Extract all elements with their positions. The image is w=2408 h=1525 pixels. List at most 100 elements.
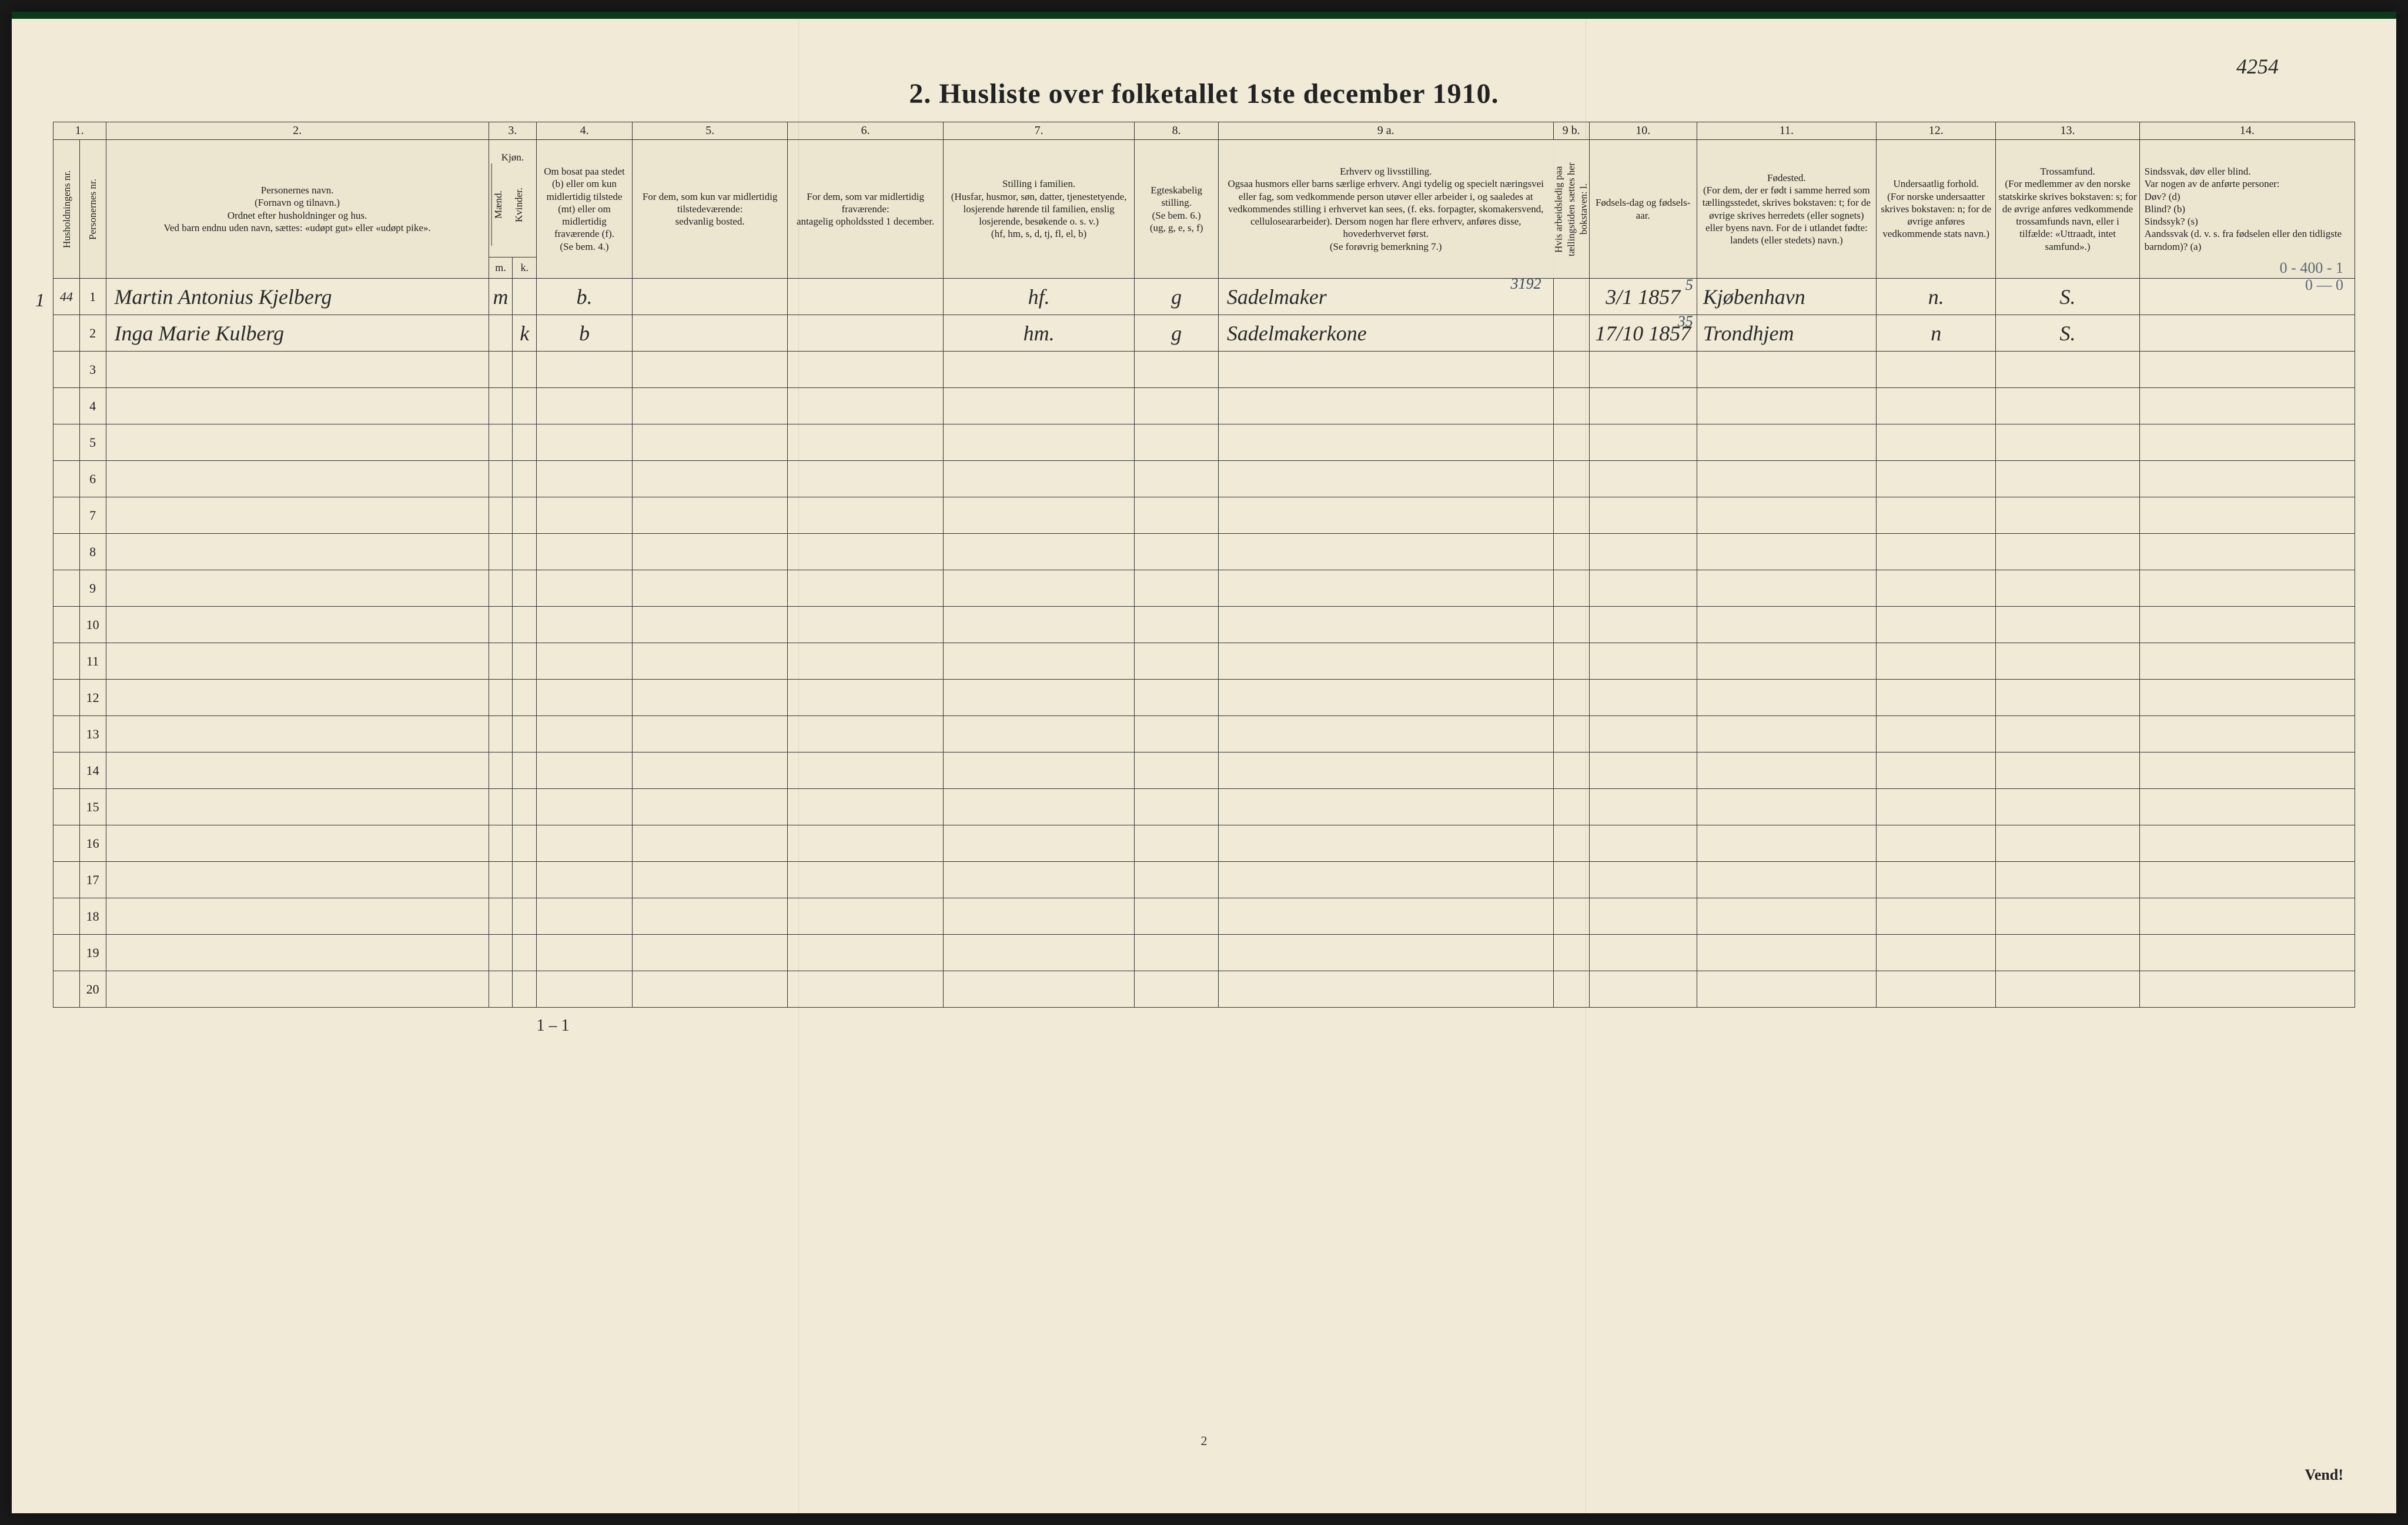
hdr-sex-k: Kvinder. xyxy=(513,163,534,246)
cell-empty xyxy=(489,534,513,570)
cell-empty xyxy=(2139,570,2355,607)
cell-empty xyxy=(513,570,537,607)
hdr-c13: Trossamfund. (For medlemmer av den norsk… xyxy=(1996,140,2139,279)
cell-empty xyxy=(1135,424,1218,461)
cell-empty xyxy=(2139,607,2355,643)
cell-empty xyxy=(106,352,489,388)
cell-empty xyxy=(1553,424,1589,461)
cell-empty xyxy=(537,680,633,716)
cell-person-num: 14 xyxy=(79,753,106,789)
cell-hh xyxy=(53,825,80,862)
cell-empty xyxy=(489,789,513,825)
cell-empty xyxy=(2139,352,2355,388)
cell-empty xyxy=(1553,607,1589,643)
sub-k: k. xyxy=(513,257,537,279)
cell-empty xyxy=(1589,789,1697,825)
cell-empty xyxy=(537,898,633,935)
colnum-11: 11. xyxy=(1697,122,1876,140)
empty-row: 20 xyxy=(53,971,2355,1008)
cell-empty xyxy=(1876,753,1995,789)
colnum-14: 14. xyxy=(2139,122,2355,140)
cell-empty xyxy=(943,862,1135,898)
cell-empty xyxy=(1996,825,2139,862)
cell-birth-note: 35 xyxy=(1678,313,1693,330)
cell-empty xyxy=(489,825,513,862)
cell-hh xyxy=(53,971,80,1008)
cell-birth: 17/10 185735 xyxy=(1589,315,1697,352)
cell-empty xyxy=(513,935,537,971)
cell-empty xyxy=(106,388,489,424)
cell-hh xyxy=(53,388,80,424)
cell-empty xyxy=(513,789,537,825)
cell-empty xyxy=(632,680,788,716)
cell-empty xyxy=(1553,497,1589,534)
cell-empty xyxy=(1553,680,1589,716)
colnum-2: 2. xyxy=(106,122,489,140)
cell-empty xyxy=(1553,862,1589,898)
cell-empty xyxy=(1589,753,1697,789)
cell-empty xyxy=(1135,971,1218,1008)
cell-hh xyxy=(53,680,80,716)
cell-empty xyxy=(1996,424,2139,461)
cell-hh xyxy=(53,898,80,935)
cell-empty xyxy=(632,461,788,497)
cell-empty xyxy=(2139,534,2355,570)
colnum-8: 8. xyxy=(1135,122,1218,140)
cell-empty xyxy=(106,680,489,716)
hdr-c14: Sindssvak, døv eller blind. Var nogen av… xyxy=(2139,140,2355,279)
cell-person-num: 19 xyxy=(79,935,106,971)
tally-row: 1 – 1 xyxy=(53,1008,2355,1044)
page-title: 2. Husliste over folketallet 1ste decemb… xyxy=(12,19,2396,122)
cell-empty xyxy=(632,570,788,607)
cell-empty xyxy=(788,607,944,643)
cell-empty xyxy=(1135,497,1218,534)
cell-sex-m xyxy=(489,315,513,352)
cell-empty xyxy=(537,534,633,570)
cell-empty xyxy=(106,570,489,607)
cell-empty xyxy=(513,497,537,534)
cell-empty xyxy=(489,461,513,497)
cell-empty xyxy=(1135,716,1218,753)
cell-empty xyxy=(1135,753,1218,789)
cell-empty xyxy=(2139,461,2355,497)
cell-empty xyxy=(2139,497,2355,534)
cell-family-pos: hm. xyxy=(943,315,1135,352)
cell-c6 xyxy=(788,315,944,352)
cell-occupation: Sadelmakerkone xyxy=(1218,315,1553,352)
cell-religion: S. xyxy=(1996,279,2139,315)
cell-sex-m: m xyxy=(489,279,513,315)
table-container: 1. 2. 3. 4. 5. 6. 7. 8. 9 a. 9 b. 10. 11… xyxy=(12,122,2396,1044)
empty-row: 3 xyxy=(53,352,2355,388)
table-head: 1. 2. 3. 4. 5. 6. 7. 8. 9 a. 9 b. 10. 11… xyxy=(53,122,2355,279)
hdr-c7: Stilling i familien. (Husfar, husmor, sø… xyxy=(943,140,1135,279)
cell-empty xyxy=(1996,935,2139,971)
cell-empty xyxy=(1697,898,1876,935)
hdr-c6: For dem, som var midlertidig fraværende:… xyxy=(788,140,944,279)
cell-empty xyxy=(632,898,788,935)
cell-empty xyxy=(632,753,788,789)
empty-row: 16 xyxy=(53,825,2355,862)
cell-empty xyxy=(537,789,633,825)
cell-empty xyxy=(788,825,944,862)
cell-empty xyxy=(489,753,513,789)
cell-c9b xyxy=(1553,315,1589,352)
cell-empty xyxy=(632,789,788,825)
cell-person-num: 18 xyxy=(79,898,106,935)
cell-c5 xyxy=(632,315,788,352)
cell-empty xyxy=(632,825,788,862)
cell-empty xyxy=(489,388,513,424)
cell-empty xyxy=(1876,935,1995,971)
cell-empty xyxy=(1697,424,1876,461)
cell-empty xyxy=(788,388,944,424)
cell-person-num: 1 xyxy=(79,279,106,315)
empty-row: 7 xyxy=(53,497,2355,534)
cell-empty xyxy=(1876,789,1995,825)
cell-c5 xyxy=(632,279,788,315)
empty-row: 12 xyxy=(53,680,2355,716)
cell-empty xyxy=(1135,862,1218,898)
colnum-3: 3. xyxy=(489,122,536,140)
cell-hh: 44 xyxy=(53,279,80,315)
cell-empty xyxy=(943,935,1135,971)
cell-empty xyxy=(106,971,489,1008)
cell-empty xyxy=(1553,534,1589,570)
